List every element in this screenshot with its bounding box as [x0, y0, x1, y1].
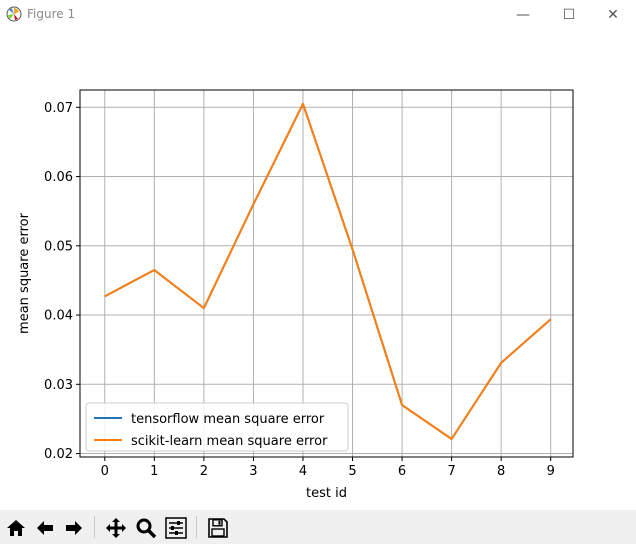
forward-button[interactable]: [60, 514, 87, 541]
axes-frame: [79, 89, 574, 458]
x-axis-ticks: 0 1 2 3 4 5 6 7 8 9: [101, 457, 555, 479]
legend-entry: scikit-learn mean square error: [131, 434, 328, 449]
x-tick-label: 4: [299, 464, 307, 479]
series-lines: [104, 102, 552, 440]
x-tick-label: 2: [200, 464, 208, 479]
y-tick-label: 0.02: [44, 447, 73, 462]
legend-entry: tensorflow mean square error: [131, 412, 325, 427]
pan-button[interactable]: [102, 514, 129, 541]
back-button[interactable]: [31, 514, 58, 541]
x-tick-label: 1: [150, 464, 158, 479]
zoom-icon: [136, 518, 156, 538]
y-axis-label: mean square error: [17, 212, 32, 334]
series-line-scikit-learn: [104, 102, 552, 440]
title-bar[interactable]: Figure 1 — ☐ ✕: [0, 0, 636, 30]
configure-subplots-icon: [164, 516, 187, 539]
x-tick-label: 3: [249, 464, 257, 479]
y-tick-label: 0.07: [44, 101, 73, 116]
navigation-toolbar: [0, 510, 636, 544]
maximize-button[interactable]: ☐: [562, 7, 576, 23]
x-tick-label: 9: [547, 464, 555, 479]
y-axis-ticks: 0.02 0.03 0.04 0.05 0.06 0.07: [44, 101, 80, 462]
window-title: Figure 1: [27, 7, 76, 21]
figure-canvas[interactable]: 0 1 2 3 4 5 6 7 8 9 0.02 0.03 0.04 0.05 0.06 0.07 test…: [0, 30, 636, 510]
zoom-button[interactable]: [132, 514, 159, 541]
toolbar-separator: [94, 516, 95, 538]
minimize-button[interactable]: —: [516, 7, 530, 23]
back-icon: [36, 520, 53, 535]
home-icon: [6, 519, 25, 536]
x-tick-label: 7: [447, 464, 455, 479]
y-tick-label: 0.06: [44, 170, 73, 185]
save-button[interactable]: [204, 514, 231, 541]
y-tick-label: 0.03: [44, 378, 73, 393]
x-tick-label: 8: [497, 464, 505, 479]
y-tick-label: 0.05: [44, 239, 73, 254]
y-tick-label: 0.04: [44, 309, 73, 324]
x-tick-label: 0: [101, 464, 109, 479]
matplotlib-logo-icon: [6, 6, 22, 22]
save-icon: [207, 517, 228, 538]
x-tick-label: 6: [398, 464, 406, 479]
home-button[interactable]: [2, 514, 29, 541]
grid: [80, 90, 573, 457]
configure-subplots-button[interactable]: [162, 514, 189, 541]
close-button[interactable]: ✕: [607, 7, 619, 23]
legend: tensorflow mean square error scikit-learn…: [85, 402, 349, 452]
toolbar-separator: [196, 516, 197, 538]
legend-box: [85, 402, 349, 452]
pan-icon: [105, 517, 126, 538]
line-chart: 0 1 2 3 4 5 6 7 8 9 0.02 0.03 0.04 0.05 0.06 0.07 test…: [17, 89, 574, 501]
x-tick-label: 5: [348, 464, 356, 479]
forward-icon: [65, 520, 82, 535]
x-axis-label: test id: [306, 486, 347, 501]
